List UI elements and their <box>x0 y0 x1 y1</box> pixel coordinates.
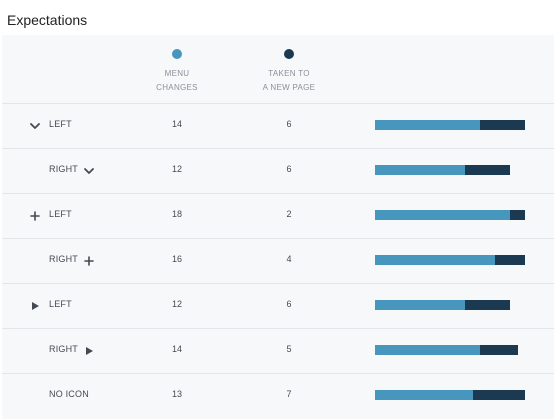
triangle-right-icon <box>29 299 41 311</box>
bar-segment-new-page <box>510 210 525 220</box>
triangle-right-icon <box>83 344 95 356</box>
value-new-page: 6 <box>286 299 292 309</box>
stacked-bar <box>375 390 525 400</box>
stacked-bar <box>375 300 510 310</box>
bar-segment-new-page <box>465 300 510 310</box>
table-row: LEFT 14 6 <box>2 103 554 148</box>
legend-header: MENU CHANGES TAKEN TO A NEW PAGE <box>2 35 554 103</box>
bar-segment-new-page <box>465 165 510 175</box>
legend-label-new-page: TAKEN TO A NEW PAGE <box>249 67 329 95</box>
table-row: RIGHT 14 5 <box>2 328 554 373</box>
chart-panel: MENU CHANGES TAKEN TO A NEW PAGE LEFT 14 6… <box>2 35 554 419</box>
table-row: LEFT 18 2 <box>2 193 554 238</box>
value-menu-changes: 18 <box>171 209 182 219</box>
value-new-page: 6 <box>286 164 292 174</box>
stacked-bar <box>375 345 518 355</box>
value-menu-changes: 14 <box>171 344 182 354</box>
bar-segment-new-page <box>495 255 525 265</box>
legend-new-page: TAKEN TO A NEW PAGE <box>249 49 329 95</box>
chevron-down-icon <box>83 164 95 176</box>
legend-label-menu-changes-line2: CHANGES <box>156 83 198 92</box>
page-title: Expectations <box>7 12 88 28</box>
row-label: LEFT <box>49 119 72 129</box>
legend-dot-menu-changes <box>172 49 182 59</box>
table-row: RIGHT 16 4 <box>2 238 554 283</box>
bar-segment-menu-changes <box>375 255 495 265</box>
row-label: NO ICON <box>49 389 89 399</box>
value-new-page: 4 <box>286 254 292 264</box>
legend-label-menu-changes-line1: MENU <box>164 69 190 78</box>
plus-icon <box>29 209 41 221</box>
row-label: RIGHT <box>49 254 78 264</box>
value-menu-changes: 16 <box>171 254 182 264</box>
bar-segment-menu-changes <box>375 345 480 355</box>
stacked-bar <box>375 210 525 220</box>
value-menu-changes: 13 <box>171 389 182 399</box>
value-menu-changes: 12 <box>171 299 182 309</box>
bar-segment-new-page <box>472 390 525 400</box>
plus-icon <box>83 254 95 266</box>
legend-menu-changes: MENU CHANGES <box>137 49 217 95</box>
legend-label-menu-changes: MENU CHANGES <box>137 67 217 95</box>
row-label: LEFT <box>49 209 72 219</box>
value-new-page: 5 <box>286 344 292 354</box>
stacked-bar <box>375 255 525 265</box>
table-row: LEFT 12 6 <box>2 283 554 328</box>
stacked-bar <box>375 165 510 175</box>
value-new-page: 6 <box>286 119 292 129</box>
table-row: RIGHT 12 6 <box>2 148 554 193</box>
value-menu-changes: 12 <box>171 164 182 174</box>
bar-segment-menu-changes <box>375 300 465 310</box>
table-row: NO ICON 13 7 <box>2 373 554 418</box>
row-label: RIGHT <box>49 344 78 354</box>
bar-segment-menu-changes <box>375 210 510 220</box>
chevron-down-icon <box>29 119 41 131</box>
stacked-bar <box>375 120 525 130</box>
row-label: LEFT <box>49 299 72 309</box>
bar-segment-menu-changes <box>375 120 480 130</box>
value-new-page: 7 <box>286 389 292 399</box>
value-menu-changes: 14 <box>171 119 182 129</box>
bar-segment-menu-changes <box>375 165 465 175</box>
value-new-page: 2 <box>286 209 292 219</box>
bar-segment-new-page <box>480 120 525 130</box>
bar-segment-new-page <box>480 345 518 355</box>
legend-label-new-page-line2: A NEW PAGE <box>262 83 316 92</box>
legend-dot-new-page <box>284 49 294 59</box>
bar-segment-menu-changes <box>375 390 473 400</box>
legend-label-new-page-line1: TAKEN TO <box>268 69 310 78</box>
row-label: RIGHT <box>49 164 78 174</box>
